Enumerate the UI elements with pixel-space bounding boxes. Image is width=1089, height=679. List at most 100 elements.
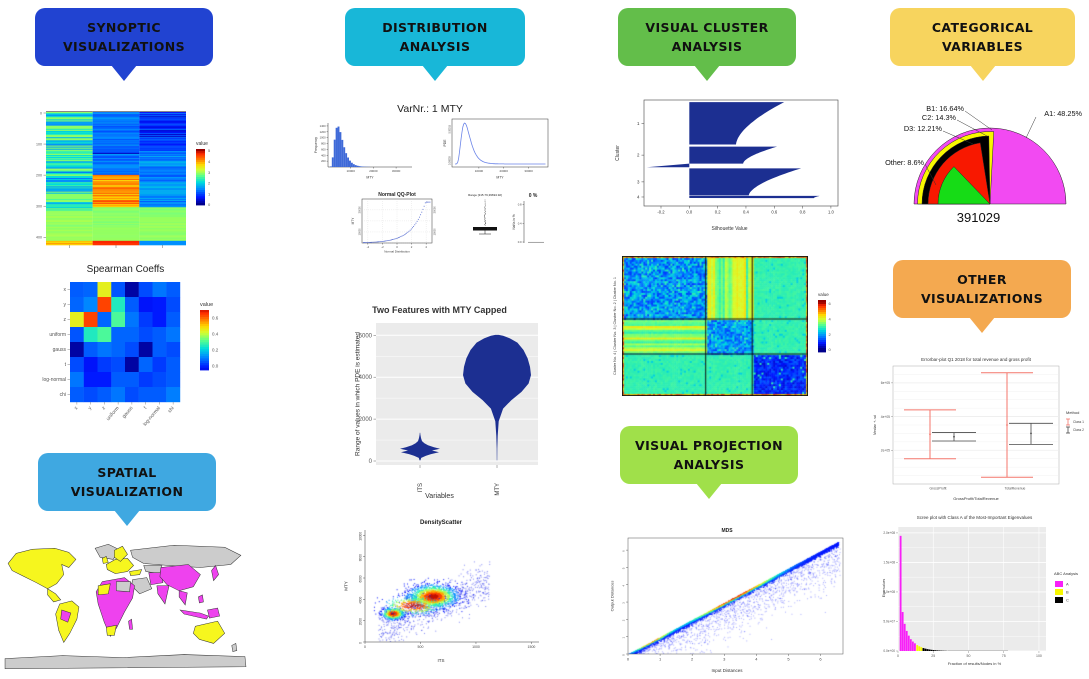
svg-text:4e+05: 4e+05	[881, 415, 890, 419]
violin-chart: Two Features with MTY Capped 0 2000 4000 60…	[332, 303, 547, 505]
svg-text:x: x	[73, 405, 80, 411]
svg-text:0 %: 0 %	[529, 193, 538, 199]
svg-text:0.4: 0.4	[212, 332, 219, 337]
svg-text:50: 50	[967, 654, 971, 658]
svg-text:value: value	[200, 302, 213, 308]
svg-text:4000: 4000	[359, 597, 363, 604]
map-new-guinea	[207, 607, 220, 619]
svg-text:1200: 1200	[320, 130, 326, 134]
fan-pie-svg: A1: 48.25% B1: 16.64%C2: 14.3% D3: 12.21% O…	[885, 104, 1083, 205]
map-new-zealand	[231, 643, 238, 652]
svg-text:6: 6	[622, 550, 626, 552]
x-axis-label: Variables	[425, 493, 454, 500]
pie-caption: 391029	[956, 210, 1001, 225]
chart-title: MDS	[721, 528, 733, 534]
map-india	[156, 585, 170, 605]
map-indochina	[178, 590, 188, 606]
svg-text:MTY: MTY	[366, 176, 374, 180]
svg-text:A1: 48.25%: A1: 48.25%	[1044, 109, 1082, 118]
map-china	[159, 564, 201, 592]
svg-text:100: 100	[1036, 654, 1042, 658]
svg-text:3: 3	[622, 602, 626, 604]
svg-text:uniform: uniform	[105, 405, 120, 422]
svg-text:1000: 1000	[320, 136, 326, 140]
world-map-svg	[4, 543, 247, 669]
svg-text:0.2: 0.2	[212, 348, 219, 353]
svg-text:0: 0	[359, 642, 363, 644]
svg-text:MTY: MTY	[496, 176, 504, 180]
svg-text:uniform: uniform	[49, 332, 66, 338]
svg-text:log-normal: log-normal	[42, 377, 66, 383]
svg-text:75: 75	[1002, 654, 1006, 658]
spearman-heatmap-svg: xxyyzzuniformuniformgaussgaussttlog-norm…	[42, 282, 219, 427]
svg-text:20000: 20000	[369, 169, 378, 173]
svg-text:600: 600	[321, 147, 326, 151]
svg-text:2e+05: 2e+05	[881, 448, 890, 452]
svg-text:0.00015: 0.00015	[449, 124, 452, 133]
header-line: VISUAL CLUSTER	[645, 19, 769, 35]
svg-text:6000: 6000	[359, 575, 363, 582]
svg-text:0.4: 0.4	[743, 210, 749, 215]
svg-text:1: 1	[637, 121, 640, 126]
svg-text:ITS: ITS	[418, 483, 424, 492]
svg-text:2000: 2000	[359, 618, 363, 625]
svg-text:1: 1	[622, 637, 626, 639]
svg-text:10000: 10000	[359, 228, 362, 236]
y-axis-label: Cluster No. 4 | Cluster No. 3 | Cluster …	[613, 277, 617, 375]
svg-text:B1: 16.64%: B1: 16.64%	[926, 104, 964, 113]
header-line: OTHER	[957, 271, 1007, 287]
svg-text:30000: 30000	[392, 169, 401, 173]
svg-text:MTY: MTY	[351, 217, 355, 225]
svg-text:200: 200	[36, 173, 42, 177]
svg-text:800: 800	[321, 142, 326, 146]
svg-text:MTY: MTY	[495, 483, 501, 496]
chart-title: DensityScatter	[419, 520, 463, 526]
bubble-tail	[969, 65, 996, 81]
header-line: CATEGORICAL	[931, 19, 1034, 35]
svg-text:2.0e+08: 2.0e+08	[883, 531, 895, 535]
map-antarctica	[4, 654, 247, 669]
svg-text:6e+05: 6e+05	[881, 381, 890, 385]
svg-text:2: 2	[411, 245, 413, 249]
svg-text:0.8: 0.8	[800, 210, 806, 215]
svg-text:Frequency: Frequency	[314, 137, 318, 153]
svg-text:8000: 8000	[359, 554, 363, 561]
header-categorical-variables: CATEGORICAL VARIABLES	[890, 8, 1075, 81]
svg-text:2: 2	[637, 153, 640, 158]
class-heatmap-chart: 0 100 200 300 400 value 5 4 3 2 1 0	[10, 103, 235, 255]
map-iran	[148, 572, 164, 586]
svg-text:5: 5	[622, 567, 626, 569]
density-scatter-chart: DensityScatter 0 500 1000 1500 0 2000 4000 6000…	[330, 518, 552, 676]
bubble-tail	[111, 65, 137, 81]
svg-text:10000: 10000	[347, 169, 356, 173]
svg-text:0: 0	[369, 459, 373, 465]
bubble-tail	[696, 483, 722, 499]
chart-title: Errorbar-plot Q1 2018 for total revenue …	[921, 357, 1031, 362]
svg-text:Class 1: Class 1	[1073, 420, 1084, 424]
svg-text:0: 0	[40, 111, 42, 115]
svg-text:400: 400	[36, 236, 42, 240]
svg-text:Class 2: Class 2	[1073, 428, 1084, 432]
svg-text:-2: -2	[381, 245, 384, 249]
svg-text:0.8: 0.8	[518, 203, 522, 207]
map-northwest-africa	[97, 583, 111, 596]
header-line: ANALYSIS	[671, 39, 743, 54]
svg-text:y: y	[87, 405, 94, 411]
map-indonesia	[179, 609, 209, 620]
svg-text:6000: 6000	[359, 333, 373, 339]
svg-text:10000: 10000	[359, 532, 363, 541]
y-axis-label: MTY	[343, 581, 349, 591]
header-line: ANALYSIS	[399, 39, 471, 54]
svg-text:2: 2	[829, 332, 832, 337]
svg-text:Method: Method	[1066, 410, 1079, 415]
svg-text:y: y	[64, 302, 67, 308]
svg-text:400: 400	[321, 153, 326, 157]
svg-text:0.0e+00: 0.0e+00	[883, 649, 895, 653]
svg-text:25: 25	[931, 654, 935, 658]
bubble-tail	[114, 510, 140, 526]
header-line: DISTRIBUTION	[382, 19, 488, 35]
svg-text:30000: 30000	[434, 206, 437, 214]
svg-text:0: 0	[829, 347, 832, 352]
